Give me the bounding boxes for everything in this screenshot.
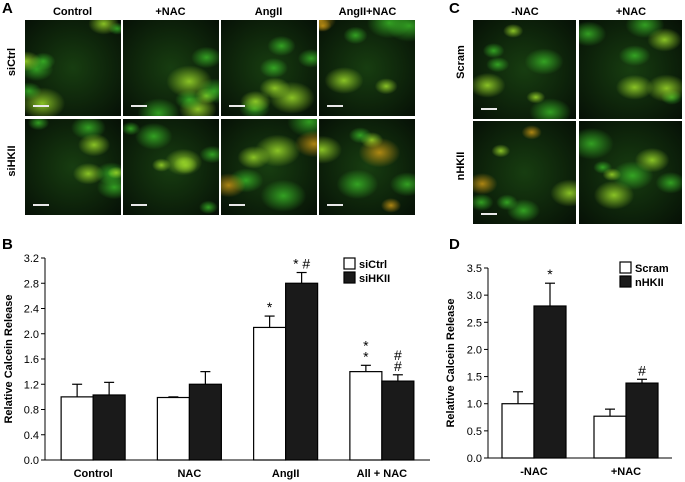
y-tick-label: 0.0 [24, 455, 39, 467]
x-tick-label: NAC [177, 468, 201, 480]
y-tick-label: 2.5 [467, 317, 482, 329]
y-tick-label: 1.5 [467, 372, 482, 384]
scale-bar [481, 108, 497, 110]
y-tick-label: 0.0 [467, 453, 482, 465]
bar-siHKII [381, 380, 415, 461]
scale-bar [327, 105, 343, 107]
bar-siCtrl [253, 326, 287, 461]
y-tick-label: 1.6 [24, 354, 39, 366]
y-tick-label: 2.0 [467, 344, 482, 356]
micrograph-tile [25, 119, 121, 215]
legend-label-nHKII: nHKII [635, 277, 664, 289]
y-tick-label: 2.4 [24, 304, 39, 316]
panel-a-col-angii: AngII [254, 6, 283, 18]
bar-siHKII [92, 394, 126, 461]
y-axis-label: Relative Calcein Release [3, 294, 15, 423]
y-tick-label: 3.2 [24, 253, 39, 265]
bar-nHKII [625, 382, 659, 459]
micrograph-tile [579, 20, 682, 119]
significance-marker: # [394, 358, 402, 374]
panel-b-letter: B [2, 236, 13, 253]
y-tick-label: 2.0 [24, 329, 39, 341]
significance-marker: * [363, 348, 369, 364]
bar-siCtrl [60, 396, 94, 461]
bar-siCtrl [349, 371, 383, 461]
significance-marker: # [394, 347, 402, 363]
panel-a-letter: A [2, 0, 13, 17]
scale-bar [131, 105, 147, 107]
panel-c-row-nhkii: nHKII [455, 151, 467, 181]
panel-c-letter: C [449, 0, 460, 17]
y-tick-label: 0.4 [24, 430, 39, 442]
y-tick-label: 3.0 [467, 290, 482, 302]
y-tick-label: 1.0 [467, 399, 482, 411]
bar-siCtrl [156, 396, 190, 461]
bar-siHKII [188, 383, 222, 461]
legend-label-Scram: Scram [635, 263, 669, 275]
x-tick-label: -NAC [520, 466, 548, 478]
legend-label-siHKII: siHKII [359, 273, 390, 285]
significance-marker: # [638, 362, 646, 378]
bar-Scram [593, 415, 627, 459]
micrograph-tile [221, 20, 317, 116]
micrograph-tile [221, 119, 317, 215]
panel-a-row-sihkii: siHKII [6, 145, 18, 177]
panel-c-col-plus-nac: +NAC [615, 6, 647, 18]
y-tick-label: 2.8 [24, 278, 39, 290]
panel-a-col-control: Control [52, 6, 93, 18]
scale-bar [33, 204, 49, 206]
panel-a-col-nac: +NAC [155, 6, 186, 18]
scale-bar [229, 105, 245, 107]
significance-marker: * # [293, 256, 310, 272]
panel-a-row-sictrl: siCtrl [6, 47, 18, 77]
y-tick-label: 1.2 [24, 379, 39, 391]
legend-label-siCtrl: siCtrl [359, 259, 387, 271]
micrograph-tile [123, 119, 219, 215]
micrograph-tile [579, 121, 682, 224]
significance-marker: * [363, 337, 369, 353]
micrograph-tile [319, 119, 415, 215]
bar-siHKII [285, 282, 319, 461]
significance-marker: * [267, 299, 273, 315]
micrograph-tile [473, 121, 576, 224]
y-axis-label: Relative Calcein Release [445, 298, 457, 427]
panel-d-bar-chart: 0.0 0.5 1.0 1.5 2.0 2.5 3.0 3.5 Relative Calcein… [445, 261, 672, 478]
scale-bar [481, 213, 497, 215]
y-tick-label: 0.8 [24, 405, 39, 417]
scale-bar [327, 204, 343, 206]
legend-swatch-nHKII [619, 275, 632, 288]
x-tick-label: +NAC [611, 466, 641, 478]
micrograph-tile [123, 20, 219, 116]
panel-c-row-scram: Scram [455, 45, 467, 79]
panel-d-letter: D [449, 236, 460, 253]
scale-bar [33, 105, 49, 107]
scale-bar [229, 204, 245, 206]
legend-swatch-siCtrl [343, 257, 356, 270]
legend-swatch-Scram [619, 261, 632, 274]
bar-Scram [501, 403, 535, 459]
y-tick-label: 3.5 [467, 263, 482, 275]
micrograph-tile [25, 20, 121, 116]
micrograph-tile [319, 20, 415, 116]
panel-b-bar-chart: 0.0 0.4 0.8 1.2 1.6 2.0 2.4 2.8 3.2 Relative Calc… [3, 253, 430, 480]
x-tick-label: AngII [272, 468, 300, 480]
y-tick-label: 0.5 [467, 426, 482, 438]
bar-nHKII [533, 305, 567, 459]
micrograph-tile [473, 20, 576, 119]
legend-swatch-siHKII [343, 271, 356, 284]
scale-bar [131, 204, 147, 206]
x-tick-label: Control [74, 468, 113, 480]
panel-a-col-angii-nac: AngII+NAC [338, 6, 397, 18]
x-tick-label: All + NAC [357, 468, 407, 480]
panel-c-col-minus-nac: -NAC [511, 6, 539, 18]
significance-marker: * [547, 266, 553, 282]
